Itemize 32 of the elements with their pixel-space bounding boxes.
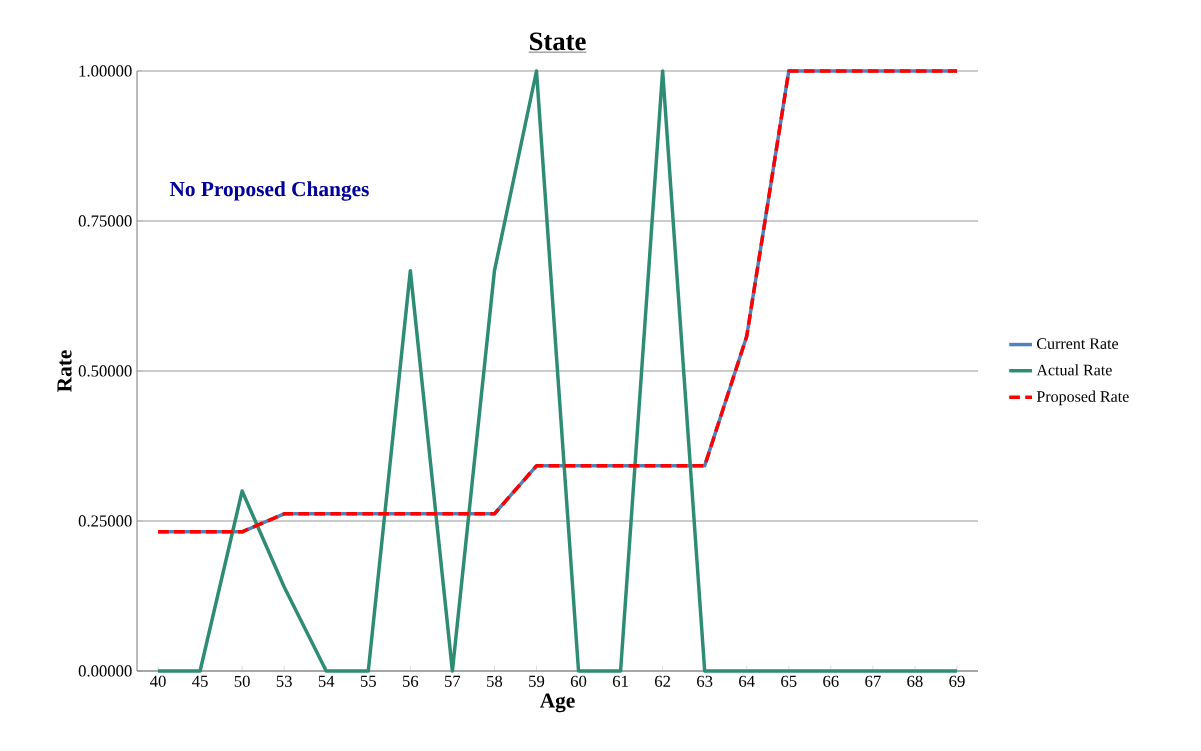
x-tick-label: 56 [402,675,419,687]
x-tick-label: 54 [318,675,335,687]
x-tick-label: 58 [487,675,503,687]
x-tick-label: 57 [445,675,461,687]
x-tick-label: 69 [949,675,965,687]
y-axis-title: Rate [57,350,72,392]
legend-label: Current Rate [1037,338,1119,350]
legend-label: Actual Rate [1036,364,1112,376]
x-tick-label: 68 [907,675,923,687]
x-tick-label: 65 [781,675,797,687]
x-tick-label: 59 [529,675,545,687]
x-tick-label: 60 [570,675,587,687]
x-tick-label: 53 [276,675,292,687]
y-tick-label: 1.00000 [79,65,132,77]
x-tick-label: 66 [823,675,839,687]
x-tick-label: 45 [192,675,208,687]
y-tick-label: 0.25000 [78,515,132,527]
legend-label: Proposed Rate [1036,390,1129,406]
annotation: No Proposed Changes [169,181,369,201]
x-axis-title: Age [539,693,575,713]
x-tick-label: 55 [360,675,376,687]
chart-title: State [530,32,586,51]
y-tick-label: 0.00000 [78,665,132,677]
y-tick-label: 0.50000 [78,365,132,377]
x-tick-label: 50 [234,675,250,687]
x-tick-label: 63 [697,675,713,687]
x-tick-label: 62 [655,675,671,687]
x-tick-label: 67 [865,675,881,687]
y-tick-label: 0.75000 [78,215,132,227]
x-tick-label: 40 [150,675,166,687]
x-tick-label: 61 [612,675,628,687]
x-tick-label: 64 [739,675,755,687]
